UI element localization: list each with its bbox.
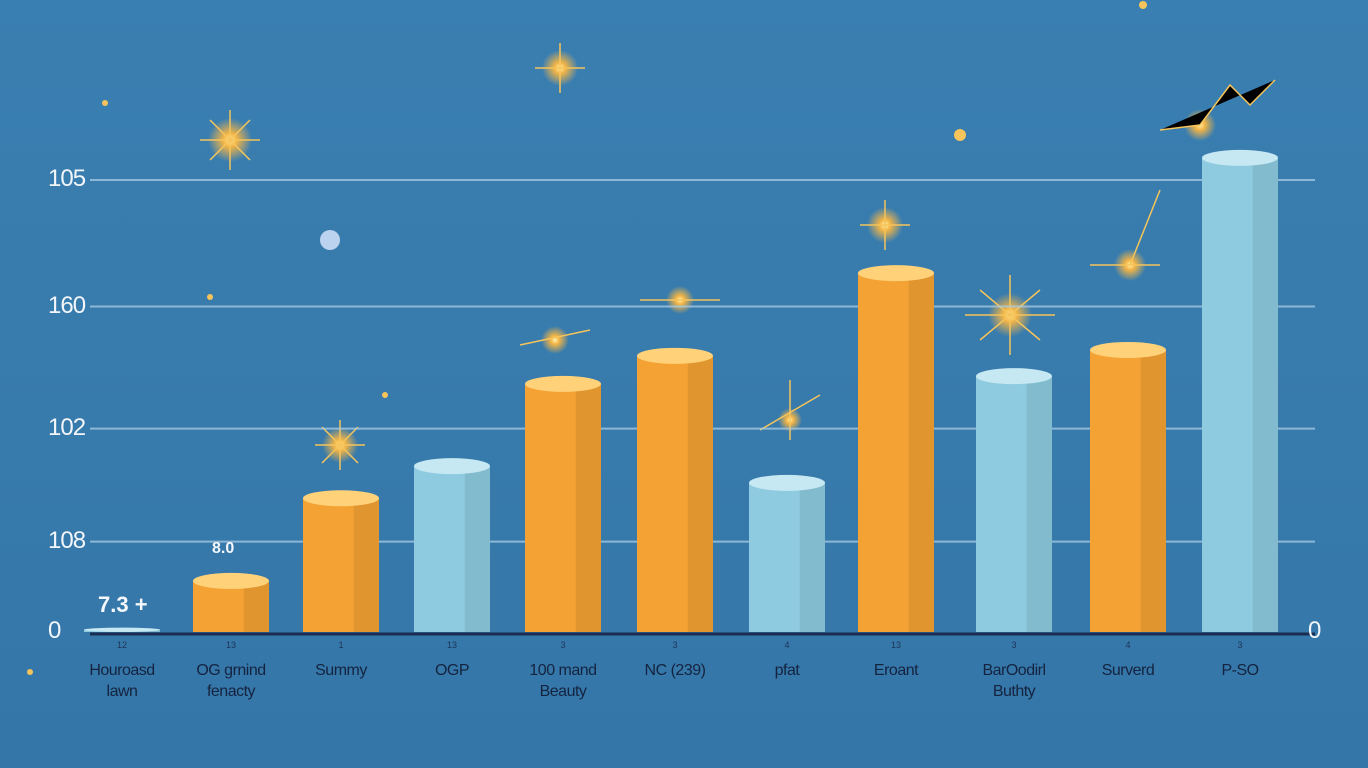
minor-tick-label: 3 bbox=[1011, 640, 1017, 650]
bar-cap bbox=[414, 458, 490, 475]
annotation: 7.3 + bbox=[98, 592, 148, 617]
minor-tick-label: 1 bbox=[338, 640, 344, 650]
right-label: 0 bbox=[1308, 617, 1321, 644]
bar-cap bbox=[858, 265, 934, 282]
x-tick-label: pfat bbox=[774, 662, 800, 679]
y-tick-label: 108 bbox=[48, 526, 86, 554]
minor-tick-label: 13 bbox=[890, 640, 901, 650]
minor-tick-label: 3 bbox=[672, 640, 678, 650]
bar-cap bbox=[84, 627, 160, 632]
bar bbox=[749, 482, 825, 632]
y-tick-label: 0 bbox=[48, 617, 61, 644]
annotation: 8.0 bbox=[212, 540, 235, 557]
bar-cap bbox=[525, 375, 601, 392]
bar-shade bbox=[464, 466, 490, 632]
y-tick-label: 102 bbox=[48, 413, 86, 441]
x-tick-label: Houroasd lawn bbox=[89, 662, 155, 700]
x-tick-label: OGP bbox=[434, 662, 470, 679]
x-tick-label: BarOodirl Buthty bbox=[982, 662, 1046, 700]
x-tick-label: Surverd bbox=[1101, 662, 1155, 679]
x-tick-label: OG grnind fenacty bbox=[196, 662, 266, 700]
bar-shade bbox=[687, 355, 713, 632]
bar bbox=[858, 273, 934, 632]
minor-tick-label: 4 bbox=[1125, 640, 1131, 650]
bar-shade bbox=[799, 482, 825, 632]
bar-cap bbox=[976, 368, 1052, 385]
x-tick-label: NC (239) bbox=[644, 662, 706, 679]
x-tick-label: Summy bbox=[315, 662, 367, 679]
minor-tick-label: 12 bbox=[116, 640, 127, 650]
bar-cap bbox=[749, 474, 825, 491]
minor-tick-label: 13 bbox=[225, 640, 236, 650]
bar-shade bbox=[1026, 376, 1052, 632]
minor-tick-label: 13 bbox=[446, 640, 457, 650]
bar bbox=[976, 376, 1052, 632]
minor-tick-label: 3 bbox=[1237, 640, 1243, 650]
bar bbox=[525, 383, 601, 632]
bar-shade bbox=[908, 273, 934, 632]
bar bbox=[303, 498, 379, 632]
bar-shade bbox=[243, 580, 269, 632]
bar bbox=[1202, 157, 1278, 633]
bar bbox=[1090, 349, 1166, 632]
sparkles bbox=[27, 1, 1276, 675]
bar-cap bbox=[193, 572, 269, 589]
y-tick-label: 160 bbox=[48, 291, 86, 319]
bar bbox=[193, 580, 269, 632]
x-tick-label: Eroant bbox=[873, 662, 919, 679]
minor-tick-label: 4 bbox=[784, 640, 790, 650]
x-tick-label: 100 mand Beauty bbox=[529, 662, 597, 700]
x-tick-label: P-SO bbox=[1221, 662, 1259, 679]
y-tick-label: 105 bbox=[48, 165, 86, 192]
bar-shade bbox=[1252, 157, 1278, 633]
bar-cap bbox=[303, 490, 379, 507]
bar-cap bbox=[1090, 341, 1166, 358]
bar bbox=[414, 466, 490, 632]
bar-shade bbox=[575, 383, 601, 632]
bar-shade bbox=[353, 498, 379, 632]
bar-shade bbox=[1140, 349, 1166, 632]
bar-cap bbox=[1202, 149, 1278, 166]
bar bbox=[637, 355, 713, 632]
bar-cap bbox=[637, 347, 713, 364]
minor-tick-label: 3 bbox=[560, 640, 566, 650]
